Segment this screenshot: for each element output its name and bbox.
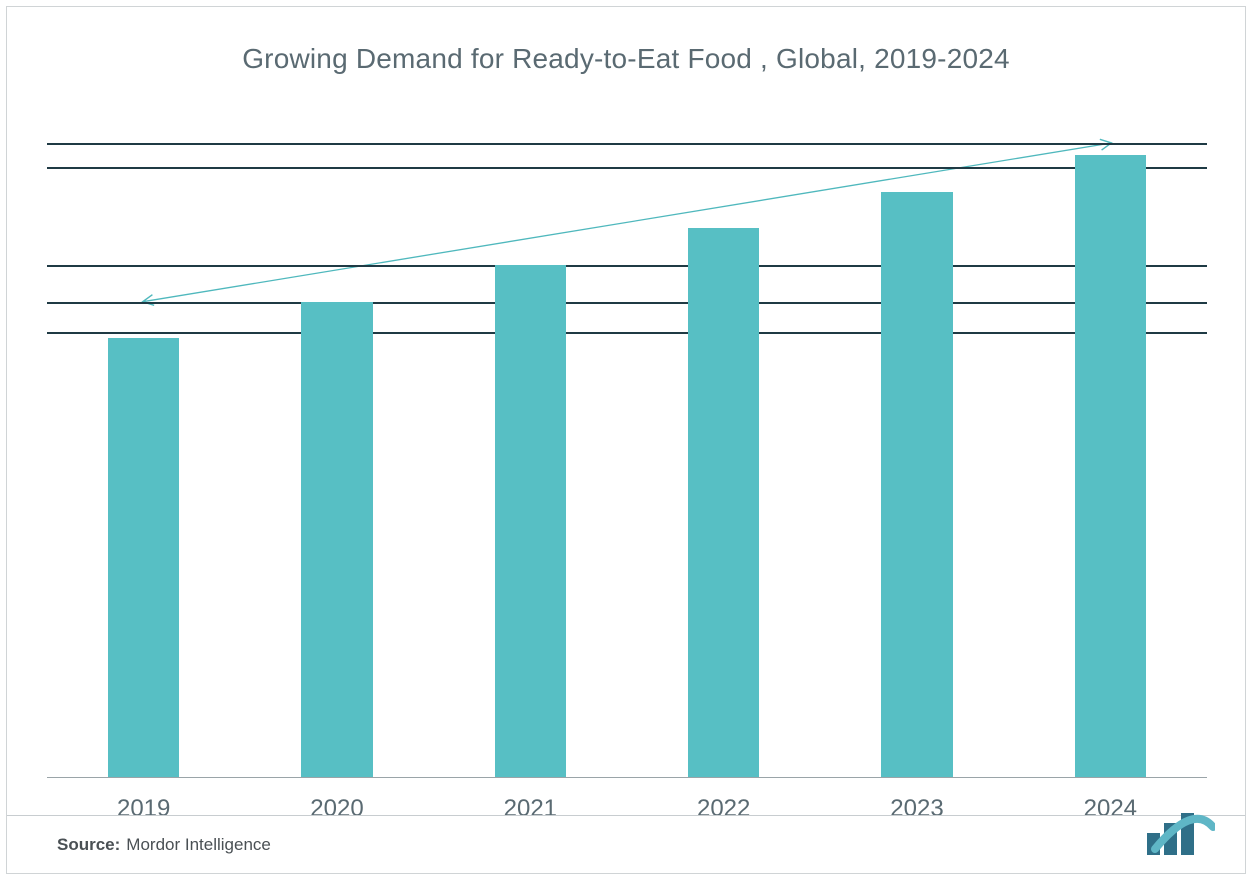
footer-rule [7,815,1245,816]
brand-logo [1143,809,1215,855]
bar [881,192,953,777]
source-line: Source: Mordor Intelligence [57,835,271,855]
gridline [47,167,1207,169]
x-axis-baseline [47,777,1207,778]
bar [495,265,567,777]
source-label: Source: [57,835,120,854]
gridline [47,265,1207,267]
trend-overlay [47,137,1207,777]
gridline [47,302,1207,304]
gridline [47,332,1207,334]
chart-frame: Growing Demand for Ready-to-Eat Food , G… [6,6,1246,874]
x-axis-label: 2019 [47,795,240,823]
chart-title: Growing Demand for Ready-to-Eat Food , G… [7,41,1245,76]
bar [688,228,760,777]
plot-area: 201920202021202220232024 [47,137,1207,777]
x-axis-label: 2020 [240,795,433,823]
x-axis-label: 2023 [820,795,1013,823]
x-axis-label: 2021 [434,795,627,823]
gridline [47,143,1207,145]
bar [1075,155,1147,777]
source-value: Mordor Intelligence [126,835,271,854]
x-axis-label: 2022 [627,795,820,823]
bar [301,302,373,777]
bar [108,338,180,777]
